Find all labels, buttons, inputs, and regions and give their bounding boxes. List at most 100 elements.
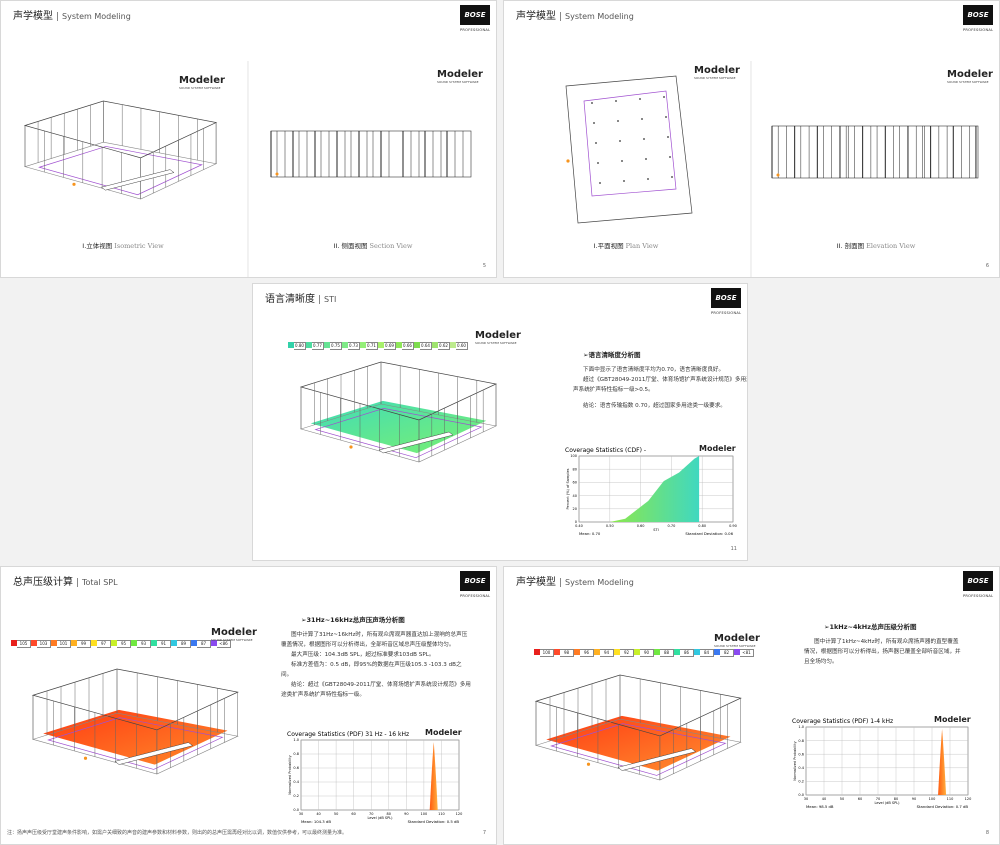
mean-label: Mean: 98.5 dB — [806, 804, 834, 809]
bose-sub: PROFESSIONAL — [711, 311, 742, 315]
legend-cell: 100 — [534, 649, 554, 657]
slide-title: 语言清晰度 STI — [265, 290, 337, 305]
legend-cell: 95 — [111, 640, 131, 648]
legend-label: 98 — [560, 649, 574, 657]
y-axis-label: Normalized Probability — [288, 755, 292, 794]
floor-map — [43, 709, 228, 765]
y-tick-label: 1.0 — [293, 738, 299, 742]
page-number: 6 — [985, 263, 989, 269]
legend-cell: 97 — [91, 640, 111, 648]
modeler-name: Modeler — [437, 69, 483, 80]
y-tick-label: 0.6 — [798, 752, 804, 756]
legend-label: 103 — [37, 640, 51, 648]
speaker — [619, 140, 621, 142]
x-tick-label: 100 — [929, 797, 936, 801]
legend-cell: 93 — [131, 640, 151, 648]
y-tick-label: 100 — [570, 454, 577, 458]
legend-label: 0.62 — [438, 342, 450, 350]
modeler-logo: Modeler SOUND SYSTEM SOFTWARE — [437, 69, 483, 84]
bose-sub: PROFESSIONAL — [963, 594, 994, 598]
speaker — [593, 122, 595, 124]
title-text: 语言清晰度 — [265, 294, 315, 305]
legend-cell: 91 — [151, 640, 171, 648]
speaker — [665, 116, 667, 118]
legend-cell: 0.73 — [342, 342, 360, 350]
modeler-logo: Modeler SOUND SYSTEM SOFTWARE — [475, 330, 521, 345]
legend-label: 82 — [720, 649, 734, 657]
source — [566, 159, 570, 163]
x-axis-label: Level (dB SPL) — [367, 816, 393, 820]
legend-swatch — [396, 342, 402, 348]
legend-label: 0.73 — [348, 342, 360, 350]
mean-label: Mean: 0.70 — [579, 531, 601, 536]
speaker — [647, 178, 649, 180]
y-tick-label: 1.0 — [798, 725, 804, 729]
pdf-spike — [429, 742, 438, 810]
legend-label: 0.64 — [420, 342, 432, 350]
title-text: 声学模型 — [516, 577, 556, 588]
speaker — [667, 136, 669, 138]
text-block: 图中计算了1kHz~4kHz时，所有观众席扬声器的直型覆盖情况，根据图形可以分析… — [804, 637, 964, 667]
speaker — [663, 96, 665, 98]
x-tick-label: 0.70 — [668, 524, 676, 528]
caption-en: Plan View — [625, 242, 659, 250]
page-number: 11 — [730, 546, 737, 552]
bose-logo: BOSE — [711, 288, 741, 308]
legend-cell: 0.77 — [306, 342, 324, 350]
x-tick-label: 30 — [299, 812, 303, 816]
modeler-logo: Modeler SOUND SYSTEM SOFTWARE — [179, 75, 225, 90]
x-tick-label: 90 — [912, 797, 916, 801]
slide-graphics — [565, 61, 979, 277]
x-tick-label: 110 — [438, 812, 445, 816]
y-tick-label: 80 — [573, 467, 577, 471]
floor-outline — [47, 717, 224, 770]
legend-label: 90 — [640, 649, 654, 657]
legend-cell: <81 — [734, 649, 754, 657]
legend-cell: 0.75 — [324, 342, 342, 350]
legend-label: 105 — [17, 640, 31, 648]
legend-cell: 0.66 — [396, 342, 414, 350]
slide-title: 声学模型 System Modeling — [516, 7, 634, 22]
chart-title: Coverage Statistics (PDF) 31 Hz - 16 kHz — [287, 731, 409, 738]
chart-title: Coverage Statistics (CDF) - — [565, 447, 646, 454]
modeler-logo: Modeler SOUND SYSTEM SOFTWARE — [211, 627, 257, 642]
speaker — [617, 120, 619, 122]
caption-en: Section View — [369, 242, 413, 250]
floor-outline — [38, 146, 203, 196]
legend-cell: 92 — [614, 649, 634, 657]
x-tick-label: 60 — [351, 812, 355, 816]
slide: Coverage Statistics (CDF) -100 80 60 40 20 0 0… — [252, 283, 748, 561]
page-number: 8 — [985, 830, 989, 836]
legend-swatch — [288, 342, 294, 348]
legend-label: 0.77 — [312, 342, 324, 350]
legend-cell: 101 — [51, 640, 71, 648]
paragraph: 图中计算了31Hz~16kHz时，所有观众席观声器直达加上混响的总声压覆盖情况，… — [281, 632, 468, 648]
speaker — [595, 142, 597, 144]
modeler-logo: Modeler SOUND SYSTEM SOFTWARE — [714, 633, 760, 648]
legend-label: 94 — [600, 649, 614, 657]
legend-cell: 105 — [11, 640, 31, 648]
legend-label: 91 — [157, 640, 171, 648]
stage — [114, 742, 194, 765]
legend-swatch — [574, 649, 580, 655]
y-axis-label: Normalized Probability — [793, 741, 797, 780]
legend-swatch — [654, 649, 660, 655]
title-text: 总声压级计算 — [13, 577, 73, 588]
std-label: Standard Deviation: 0.7 dB — [917, 804, 969, 809]
view-caption: I.平面视图 Plan View — [594, 240, 659, 250]
legend-label: <81 — [740, 649, 754, 657]
legend-swatch — [554, 649, 560, 655]
chart-modeler: Modeler — [425, 728, 462, 737]
legend-swatch — [450, 342, 456, 348]
modeler-name: Modeler — [714, 633, 760, 644]
page-number: 5 — [482, 263, 486, 269]
legend-cell: 0.60 — [450, 342, 468, 350]
x-tick-label: 0.50 — [606, 524, 614, 528]
legend-label: 92 — [620, 649, 634, 657]
speaker — [671, 176, 673, 178]
legend-swatch — [91, 640, 97, 646]
paragraph: 最大声压级：104.3dB SPL，超过标准要求103dB SPL。 — [291, 652, 435, 658]
x-tick-label: 30 — [804, 797, 808, 801]
subtitle-text: System Modeling — [560, 578, 634, 587]
